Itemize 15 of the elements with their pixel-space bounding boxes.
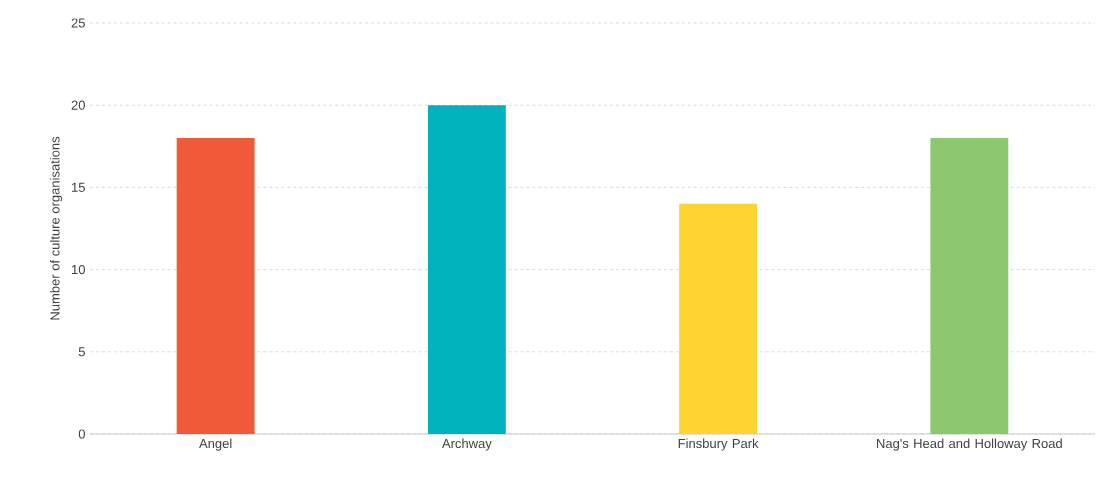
x-tick-label: Nag's Head and Holloway Road bbox=[877, 438, 1062, 451]
y-tick-label: 15 bbox=[72, 182, 85, 192]
x-tick-label: Finsbury Park bbox=[678, 438, 759, 451]
x-tick-label: Archway bbox=[441, 438, 492, 451]
y-tick-label: 5 bbox=[78, 347, 85, 357]
y-axis-title: Number of culture organisations bbox=[50, 136, 63, 320]
y-tick-label: 0 bbox=[78, 429, 85, 439]
y-tick-label: 20 bbox=[71, 100, 85, 110]
y-tick-label: 10 bbox=[72, 264, 85, 275]
y-tick-label: 25 bbox=[71, 18, 85, 28]
bar bbox=[930, 138, 1009, 434]
x-tick-label: Angel bbox=[199, 438, 232, 451]
bar bbox=[679, 203, 758, 434]
bar bbox=[176, 138, 255, 434]
bar bbox=[427, 105, 506, 434]
